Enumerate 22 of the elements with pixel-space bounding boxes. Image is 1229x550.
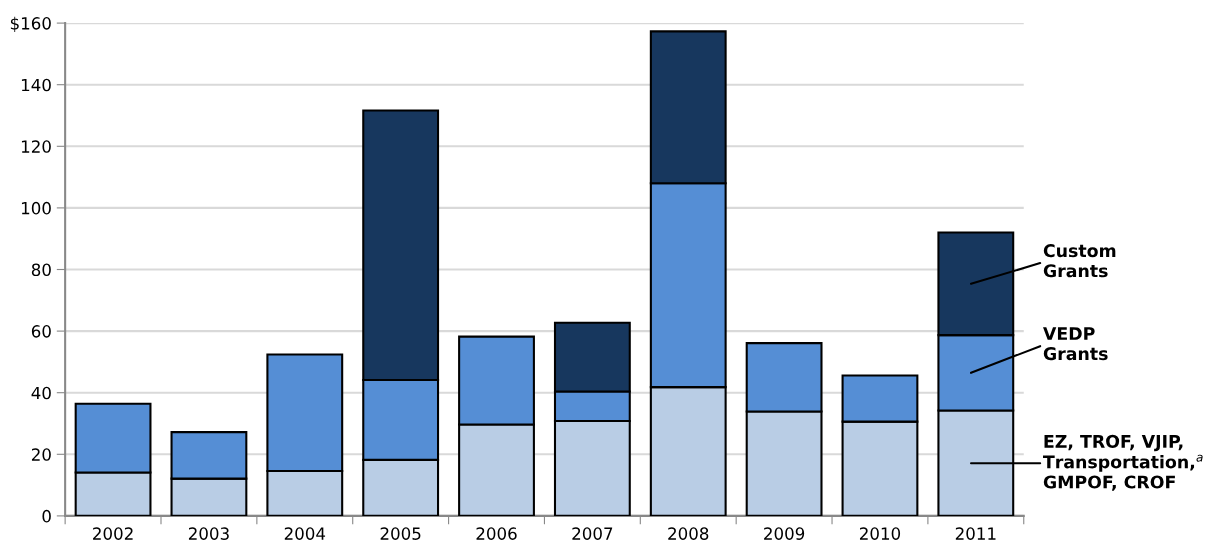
x-tick-label: 2003 bbox=[188, 527, 229, 540]
x-tick-label: 2011 bbox=[955, 527, 996, 540]
series-label: VEDP Grants bbox=[1043, 327, 1108, 361]
y-tick-label: $160 bbox=[10, 16, 51, 32]
y-tick-label: 60 bbox=[31, 325, 51, 338]
y-tick-label: 20 bbox=[31, 448, 51, 461]
text: EZ, TROF, VJIP, Transportation,$^{a}$ GMPOF, CROF bbox=[1043, 434, 1203, 491]
x-tick-label: 2004 bbox=[284, 527, 326, 540]
x-tick-label: 2002 bbox=[93, 527, 133, 540]
x-tick-label: 2009 bbox=[764, 527, 805, 540]
x-tick-label: 2008 bbox=[668, 527, 709, 540]
y-tick-label: 40 bbox=[31, 386, 51, 400]
y-tick-label: 120 bbox=[21, 140, 51, 153]
x-tick-label: 2005 bbox=[380, 527, 421, 540]
x-tick-label: 2007 bbox=[572, 527, 613, 540]
series-label: Custom Grants bbox=[1043, 244, 1116, 278]
x-tick-label: 2010 bbox=[859, 527, 901, 540]
y-tick-label: 0 bbox=[42, 509, 51, 523]
y-tick-label: 140 bbox=[21, 78, 51, 92]
y-tick-label: 100 bbox=[21, 201, 51, 215]
x-tick-label: 2006 bbox=[476, 527, 517, 540]
y-tick-label: 80 bbox=[31, 263, 51, 277]
